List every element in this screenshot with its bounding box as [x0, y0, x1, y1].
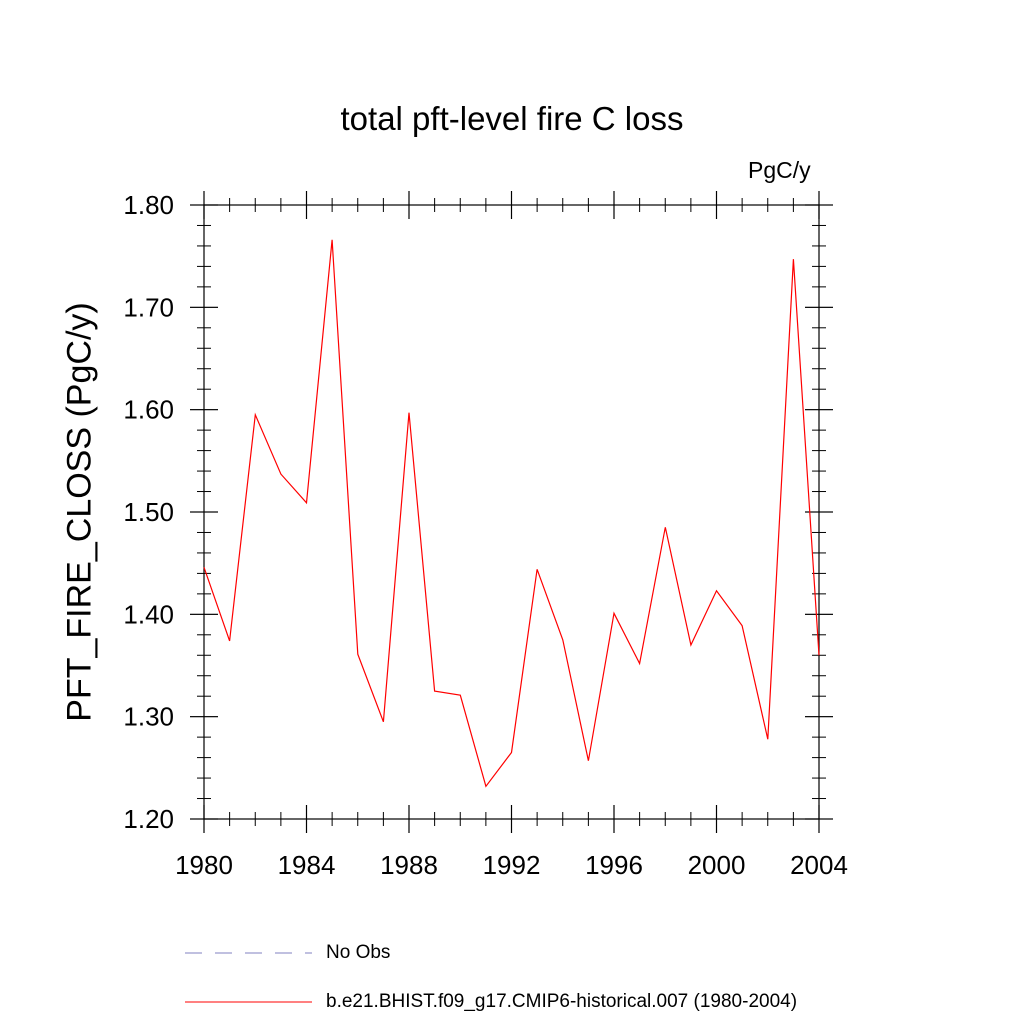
units-label: PgC/y: [748, 157, 811, 183]
x-tick-label: 2000: [688, 850, 746, 880]
tick-labels: 1980 1984 1988 1992 1996 2000 2004 1.20 1.30 1.40…: [123, 190, 848, 880]
y-tick-label: 1.70: [123, 292, 174, 322]
series-layer: [203, 239, 820, 788]
axis-ticks: [190, 191, 833, 833]
y-tick-label: 1.50: [123, 497, 174, 527]
y-tick-label: 1.40: [123, 599, 174, 629]
x-tick-label: 1996: [585, 850, 643, 880]
x-tick-label: 1980: [175, 850, 233, 880]
y-tick-label: 1.30: [123, 702, 174, 732]
plot-frame: [203, 204, 820, 820]
y-tick-label: 1.80: [123, 190, 174, 220]
x-tick-label: 1992: [483, 850, 541, 880]
legend-label-model: b.e21.BHIST.f09_g17.CMIP6-historical.007…: [326, 991, 798, 1012]
y-axis-label: PFT_FIRE_CLOSS (PgC/y): [60, 302, 99, 722]
y-tick-label: 1.60: [123, 395, 174, 425]
legend-lines: [185, 952, 312, 1003]
series-line: [203, 239, 820, 788]
legend-label-no-obs: No Obs: [326, 942, 391, 963]
x-tick-label: 1984: [278, 850, 336, 880]
x-tick-label: 2004: [790, 850, 848, 880]
x-tick-label: 1988: [380, 850, 438, 880]
chart-title: total pft-level fire C loss: [340, 100, 684, 137]
y-tick-label: 1.20: [123, 804, 174, 834]
